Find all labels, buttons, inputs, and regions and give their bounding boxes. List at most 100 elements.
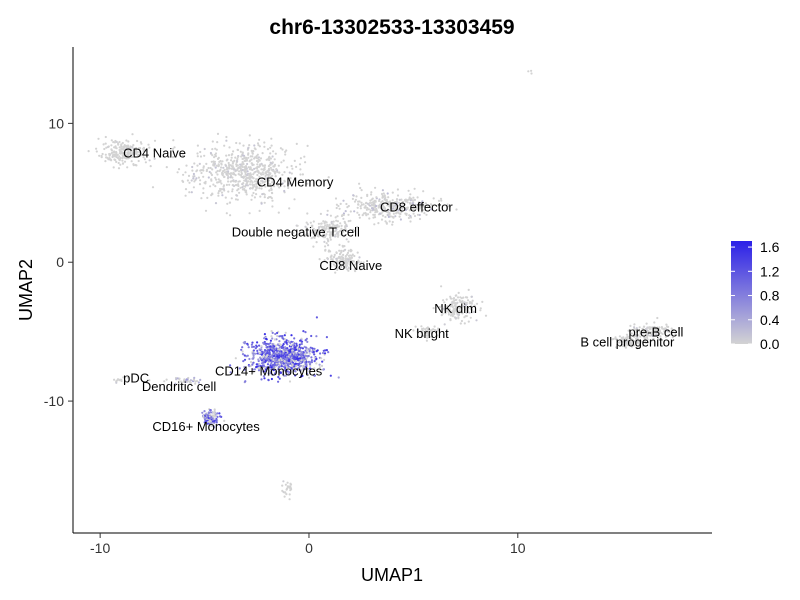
- cell-point: [437, 199, 441, 202]
- cell-point: [247, 153, 250, 156]
- cell-point: [236, 198, 239, 201]
- cell-point: [191, 165, 194, 169]
- cell-point: [311, 231, 314, 234]
- cell-point: [659, 337, 662, 340]
- cell-point: [643, 325, 646, 328]
- cell-point: [241, 165, 244, 168]
- cell-point: [633, 328, 636, 331]
- cell-point: [120, 148, 123, 151]
- cell-point: [273, 372, 277, 375]
- cell-point: [263, 168, 266, 171]
- cell-point: [209, 409, 212, 412]
- cell-point: [269, 345, 272, 348]
- cell-point: [341, 245, 345, 248]
- cell-point: [421, 200, 424, 203]
- cell-point: [258, 209, 261, 212]
- cell-point: [207, 176, 210, 179]
- cell-point: [243, 340, 247, 344]
- cell-point: [299, 346, 302, 349]
- cell-point: [245, 193, 248, 196]
- cell-point: [251, 368, 254, 371]
- cell-point: [373, 208, 376, 212]
- cell-point: [212, 414, 215, 417]
- cell-point: [527, 70, 530, 73]
- cell-point: [271, 343, 274, 346]
- cell-point: [642, 344, 645, 347]
- cell-point: [255, 159, 259, 163]
- cell-point: [105, 156, 108, 159]
- cell-point: [334, 271, 337, 274]
- cell-point: [658, 326, 661, 329]
- cell-point: [374, 186, 377, 189]
- cell-point: [253, 147, 256, 150]
- cell-point: [208, 420, 211, 423]
- cell-point: [212, 163, 215, 166]
- cell-point: [380, 192, 384, 196]
- cell-point: [344, 257, 347, 260]
- cell-point: [290, 172, 293, 175]
- cell-point: [356, 261, 359, 265]
- cell-point: [403, 203, 406, 206]
- cell-point: [354, 198, 357, 201]
- cell-point: [646, 341, 649, 344]
- cell-point: [192, 177, 195, 180]
- cell-point: [457, 305, 461, 308]
- cell-point: [232, 160, 235, 163]
- cell-point: [395, 208, 399, 211]
- cell-point: [618, 335, 622, 338]
- cell-point: [246, 170, 249, 173]
- cell-point: [246, 354, 249, 357]
- cell-point: [323, 236, 326, 239]
- cell-point: [360, 196, 363, 199]
- y-axis-title: UMAP2: [16, 259, 36, 321]
- cell-point: [464, 306, 467, 309]
- cell-point: [369, 204, 372, 207]
- cell-point: [329, 260, 332, 264]
- cell-point: [113, 146, 116, 149]
- cell-point: [127, 153, 130, 156]
- cell-point: [444, 312, 447, 315]
- cell-point: [334, 233, 337, 236]
- cell-point: [381, 189, 384, 192]
- colorbar-tick-label: 1.2: [760, 263, 780, 279]
- cell-point: [276, 331, 279, 335]
- cell-point: [250, 168, 253, 171]
- cell-point: [427, 334, 430, 337]
- cell-point: [286, 358, 289, 361]
- cell-point: [315, 316, 318, 319]
- cell-point: [306, 182, 309, 185]
- cell-point: [339, 257, 342, 260]
- cell-point: [281, 484, 284, 487]
- cell-point: [326, 230, 329, 233]
- cell-point: [249, 187, 252, 190]
- cell-point: [332, 263, 335, 266]
- cell-point: [412, 204, 415, 207]
- cell-point: [294, 370, 297, 373]
- cell-point: [217, 194, 220, 197]
- cell-point: [246, 342, 249, 345]
- cell-point: [360, 261, 363, 264]
- cell-point: [283, 341, 286, 344]
- cell-point: [281, 489, 284, 492]
- cell-point: [247, 156, 250, 159]
- cell-point: [345, 263, 348, 266]
- x-axis-ticks: -10 0 10: [90, 533, 526, 556]
- cell-point: [114, 158, 117, 162]
- cell-point: [110, 144, 113, 147]
- cell-point: [310, 224, 313, 227]
- cell-point: [126, 166, 129, 169]
- cell-point: [355, 195, 358, 198]
- cell-point: [204, 423, 207, 426]
- cell-point: [288, 171, 291, 174]
- cell-point: [247, 147, 250, 150]
- cell-point: [250, 343, 253, 346]
- cell-point: [274, 347, 277, 350]
- cell-point: [251, 345, 254, 349]
- cell-point: [282, 337, 285, 340]
- cell-point: [369, 209, 372, 212]
- cell-point: [277, 164, 280, 167]
- cell-point: [264, 370, 267, 373]
- cell-point: [469, 307, 472, 310]
- cell-point: [247, 166, 250, 169]
- cell-point: [455, 208, 458, 211]
